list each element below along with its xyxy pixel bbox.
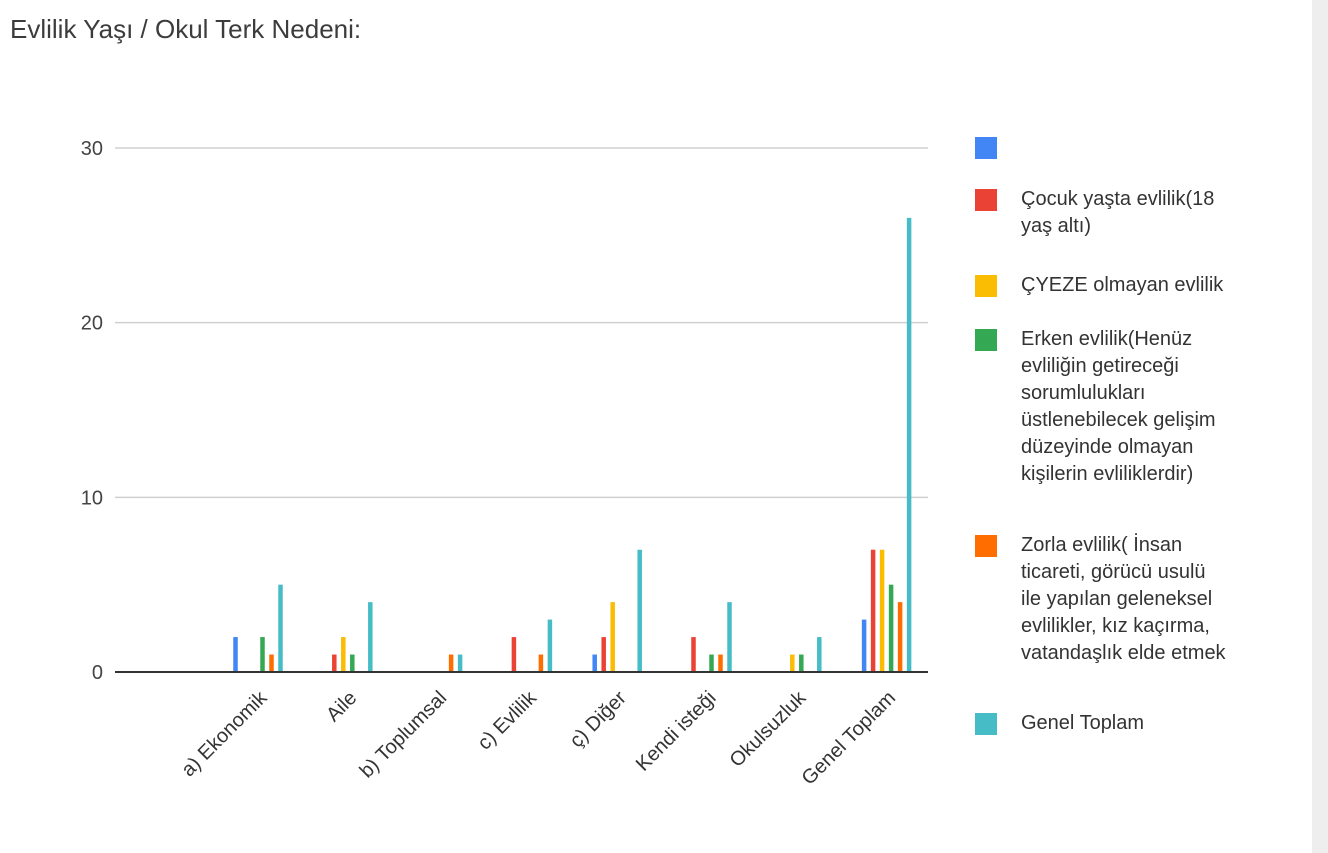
legend-label: Erken evlilik(Henüz evliliğin getireceği… <box>1021 328 1216 485</box>
bar <box>870 549 876 672</box>
bar <box>790 654 795 672</box>
bar <box>637 549 642 672</box>
x-tick-label: c) Evlilik <box>474 686 542 754</box>
legend-swatch <box>975 329 997 351</box>
bar <box>727 602 732 672</box>
bar <box>457 654 463 672</box>
right-edge-strip <box>1312 0 1328 853</box>
bar <box>269 654 274 672</box>
y-tick-label: 0 <box>92 662 103 684</box>
x-tick-label: Kendi isteği <box>632 687 721 776</box>
legend-swatch <box>975 137 997 159</box>
bar <box>592 654 597 672</box>
legend-label: Genel Toplam <box>1021 712 1145 734</box>
bar <box>888 584 894 672</box>
bar <box>906 217 912 672</box>
bar <box>610 602 615 672</box>
y-tick-label: 10 <box>81 487 103 509</box>
x-tick-label: Aile <box>322 687 361 726</box>
y-tick-label: 20 <box>81 313 103 335</box>
bar <box>278 584 283 672</box>
x-tick-label: ç) Diğer <box>566 687 631 752</box>
x-tick-label: Okulsuzluk <box>726 686 811 771</box>
x-tick-label: Genel Toplam <box>798 687 901 790</box>
bar <box>691 637 696 672</box>
x-tick-label: a) Ekonomik <box>177 686 272 781</box>
bar <box>350 654 355 672</box>
bar <box>709 654 714 672</box>
bar <box>861 619 867 672</box>
legend-swatch <box>975 535 997 557</box>
bar <box>718 654 723 672</box>
legend-swatch <box>975 713 997 735</box>
bar <box>879 549 885 672</box>
bar <box>341 637 346 672</box>
bar <box>817 637 822 672</box>
legend-label: Çocuk yaşta evlilik(18 yaş altı) <box>1021 188 1215 237</box>
bar <box>332 654 337 672</box>
bar <box>547 619 553 672</box>
legend-swatch <box>975 189 997 211</box>
chart-title: Evlilik Yaşı / Okul Terk Nedeni: <box>10 14 362 44</box>
bar <box>799 654 804 672</box>
bar <box>601 637 606 672</box>
legend-label: ÇYEZE olmayan evlilik <box>1021 274 1224 296</box>
bar <box>511 637 517 672</box>
bar <box>368 602 373 672</box>
bar <box>233 637 238 672</box>
legend-swatch <box>975 275 997 297</box>
x-tick-label: b) Toplumsal <box>356 687 451 782</box>
bar <box>897 602 903 672</box>
bar <box>448 654 454 672</box>
y-tick-label: 30 <box>81 138 103 160</box>
bar <box>538 654 544 672</box>
legend-label: Zorla evlilik( İnsan ticareti, görücü us… <box>1021 534 1226 664</box>
bar <box>260 637 265 672</box>
